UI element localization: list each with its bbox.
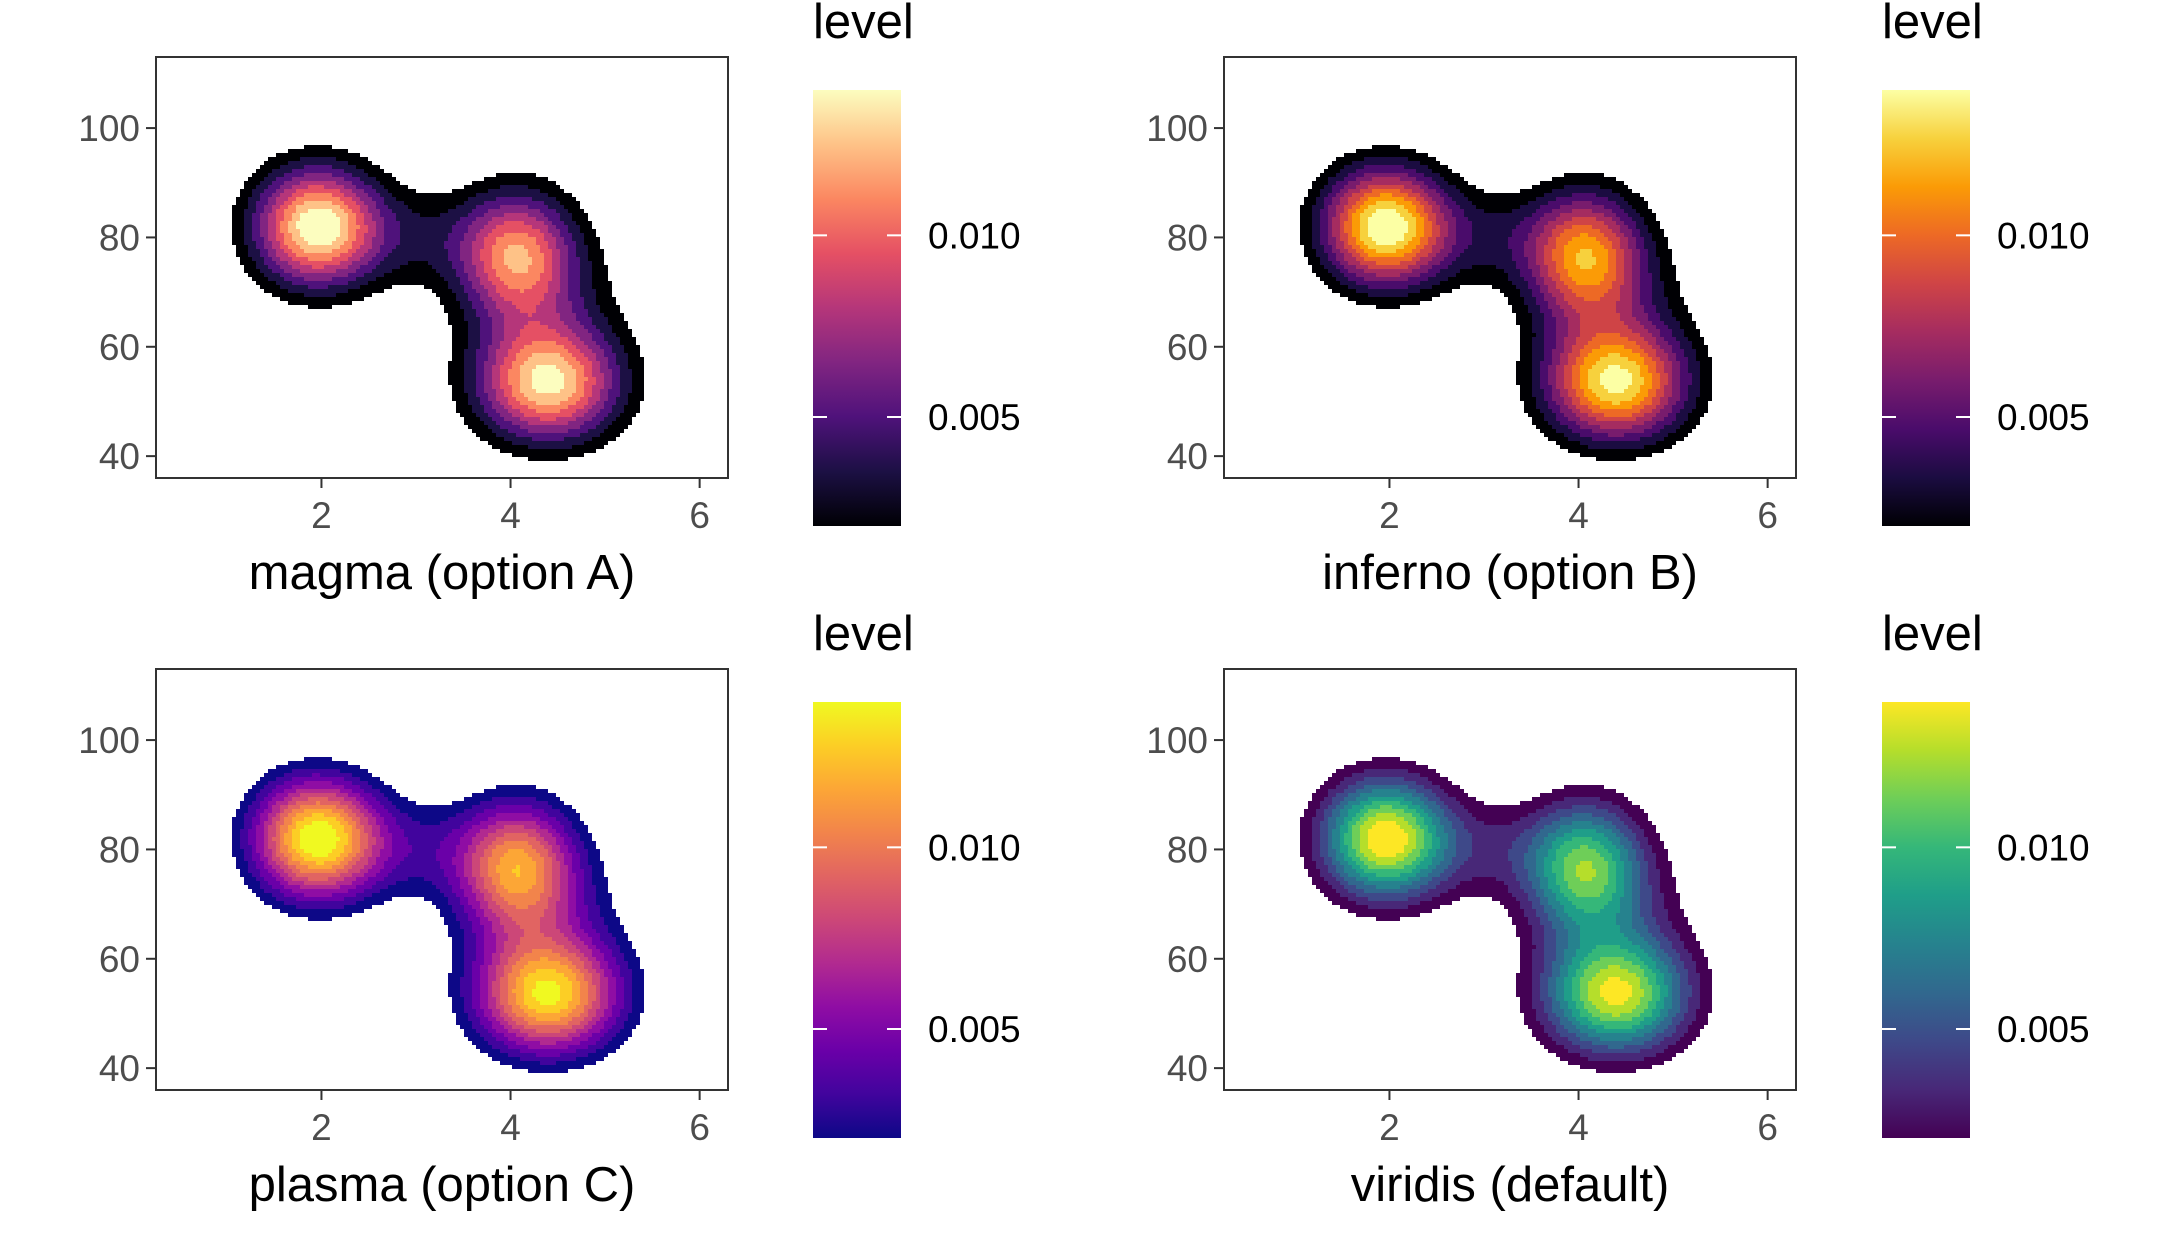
y-tick-label: 80 bbox=[1167, 829, 1208, 870]
x-axis-title: inferno (option B) bbox=[1322, 546, 1698, 600]
x-axis-title: plasma (option C) bbox=[249, 1158, 636, 1212]
x-tick-label: 4 bbox=[1568, 1107, 1589, 1148]
legend-label: 0.010 bbox=[928, 827, 1021, 868]
panel-magma: 40 60 80 100 2 4 6 magma (option A) level 0.010 0.… bbox=[78, 0, 1020, 600]
density-contours bbox=[1300, 145, 1712, 461]
y-tick-label: 80 bbox=[99, 829, 140, 870]
legend-title: level bbox=[1882, 607, 1983, 661]
y-tick-label: 80 bbox=[99, 217, 140, 258]
legend-label: 0.005 bbox=[1997, 1009, 2090, 1050]
x-tick-label: 2 bbox=[311, 1107, 332, 1148]
x-tick-label: 6 bbox=[689, 495, 710, 536]
y-tick-label: 60 bbox=[1167, 327, 1208, 368]
x-tick-label: 4 bbox=[1568, 495, 1589, 536]
x-axis-title: viridis (default) bbox=[1351, 1158, 1670, 1212]
panel-viridis: 40 60 80 100 2 4 6 viridis (default) level 0.010 0… bbox=[1146, 607, 2089, 1212]
y-tick-label: 80 bbox=[1167, 217, 1208, 258]
y-tick-label: 100 bbox=[78, 720, 140, 761]
y-tick-label: 40 bbox=[99, 1048, 140, 1089]
legend-label: 0.010 bbox=[928, 215, 1021, 256]
colorbar bbox=[813, 90, 901, 526]
legend-label: 0.005 bbox=[928, 397, 1021, 438]
density-contours bbox=[232, 757, 644, 1073]
legend-title: level bbox=[1882, 0, 1983, 49]
x-tick-label: 6 bbox=[1757, 1107, 1778, 1148]
legend-title: level bbox=[813, 607, 914, 661]
x-axis-title: magma (option A) bbox=[249, 546, 636, 600]
legend-title: level bbox=[813, 0, 914, 49]
y-tick-label: 60 bbox=[99, 327, 140, 368]
legend-inferno: level 0.010 0.005 bbox=[1882, 0, 2090, 526]
density-contours bbox=[1300, 757, 1712, 1073]
panel-plasma: 40 60 80 100 2 4 6 plasma (option C) level 0.010 0… bbox=[78, 607, 1020, 1212]
x-tick-label: 4 bbox=[500, 1107, 521, 1148]
x-tick-label: 2 bbox=[311, 495, 332, 536]
legend-plasma: level 0.010 0.005 bbox=[813, 607, 1021, 1138]
legend-label: 0.010 bbox=[1997, 215, 2090, 256]
colorbar bbox=[1882, 90, 1970, 526]
y-tick-label: 100 bbox=[78, 108, 140, 149]
panel-border bbox=[1223, 56, 1797, 479]
colorbar bbox=[813, 702, 901, 1138]
y-tick-label: 100 bbox=[1146, 720, 1208, 761]
legend-label: 0.010 bbox=[1997, 827, 2090, 868]
y-tick-label: 60 bbox=[99, 939, 140, 980]
y-tick-label: 40 bbox=[99, 436, 140, 477]
density-contours bbox=[232, 145, 644, 461]
legend-magma: level 0.010 0.005 bbox=[813, 0, 1021, 526]
x-tick-label: 6 bbox=[1757, 495, 1778, 536]
legend-label: 0.005 bbox=[928, 1009, 1021, 1050]
y-tick-label: 40 bbox=[1167, 1048, 1208, 1089]
y-tick-label: 60 bbox=[1167, 939, 1208, 980]
x-tick-label: 4 bbox=[500, 495, 521, 536]
y-tick-label: 100 bbox=[1146, 108, 1208, 149]
panel-border bbox=[155, 56, 729, 479]
x-tick-label: 2 bbox=[1379, 495, 1400, 536]
panel-border bbox=[1223, 668, 1797, 1091]
panel-border bbox=[155, 668, 729, 1091]
panel-inferno: 40 60 80 100 2 4 6 inferno (option B) level 0.010… bbox=[1146, 0, 2089, 600]
legend-label: 0.005 bbox=[1997, 397, 2090, 438]
legend-viridis: level 0.010 0.005 bbox=[1882, 607, 2090, 1138]
colorbar bbox=[1882, 702, 1970, 1138]
x-tick-label: 2 bbox=[1379, 1107, 1400, 1148]
y-tick-label: 40 bbox=[1167, 436, 1208, 477]
x-tick-label: 6 bbox=[689, 1107, 710, 1148]
